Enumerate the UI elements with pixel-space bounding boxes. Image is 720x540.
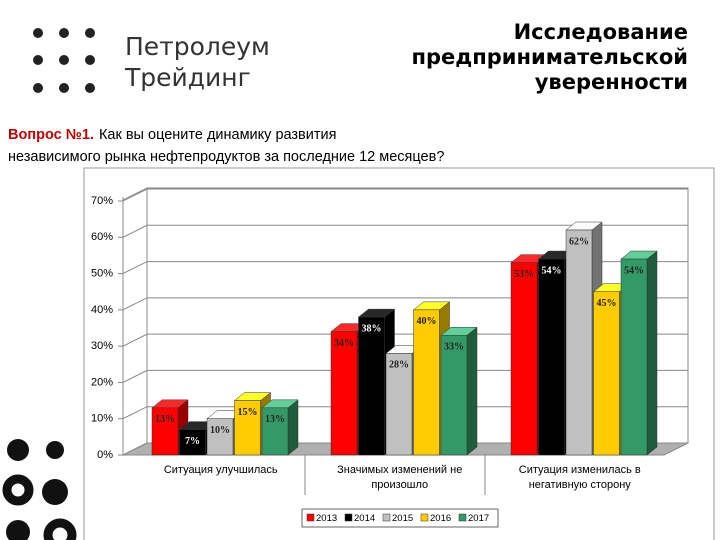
grid-line — [122, 406, 688, 420]
y-tick-label: 30% — [91, 340, 113, 352]
value-label: 62% — [569, 236, 589, 247]
bar — [593, 291, 620, 456]
value-label: 53% — [514, 269, 534, 280]
value-label: 28% — [389, 360, 409, 371]
grid-line — [122, 188, 688, 202]
value-label: 13% — [155, 414, 175, 425]
side-wall — [122, 187, 148, 456]
bar — [358, 316, 385, 456]
y-tick-label: 10% — [91, 413, 113, 425]
legend-box — [301, 508, 499, 528]
bar-side — [646, 250, 658, 456]
slide-title: уверенности — [535, 70, 688, 94]
bar — [510, 262, 538, 456]
logo-dots — [33, 28, 95, 93]
y-tick-label: 20% — [91, 376, 113, 388]
value-label: 13% — [265, 414, 285, 425]
slide-title: Исследование — [514, 20, 688, 44]
bar — [261, 407, 289, 456]
y-tick-label: 50% — [91, 267, 113, 279]
value-label: 54% — [542, 265, 562, 276]
value-label: 34% — [334, 338, 354, 349]
bar — [151, 407, 179, 456]
bar-side — [466, 326, 478, 456]
logo-text: Трейдинг — [124, 63, 251, 92]
value-label: 33% — [444, 342, 464, 353]
question: Вопрос №1. Как вы оцените динамику развит… — [8, 127, 336, 143]
y-tick-label: 70% — [91, 195, 113, 207]
y-tick-label: 0% — [97, 449, 113, 461]
x-tick-label: Ситуация улучшилась — [163, 464, 278, 476]
decor-pattern — [2, 439, 77, 540]
logo-text: Петролеум — [125, 32, 270, 61]
bar — [385, 353, 413, 456]
bar — [565, 229, 593, 456]
bar — [179, 429, 206, 456]
bar — [206, 418, 234, 456]
question-text: независимого рынка нефтепродуктов за пос… — [8, 149, 444, 165]
legend-label: 2017 — [468, 513, 489, 524]
grid-line — [122, 333, 688, 347]
y-tick-label: 60% — [91, 231, 113, 243]
legend-swatch — [306, 513, 315, 522]
legend-label: 2014 — [354, 513, 375, 524]
legend-swatch — [420, 513, 429, 522]
value-label: 10% — [210, 425, 230, 436]
bar — [234, 400, 261, 456]
bar — [538, 258, 565, 456]
bar — [620, 258, 648, 456]
y-tick-label: 40% — [91, 304, 113, 316]
value-label: 54% — [624, 265, 644, 276]
question-label: Вопрос №1. — [8, 127, 94, 143]
grid-line — [122, 261, 688, 275]
grid-line — [122, 297, 688, 311]
x-tick-label: Значимых изменений не произошло — [337, 464, 463, 491]
question-text: Как вы оцените динамику развития — [99, 127, 336, 143]
bar — [440, 335, 468, 456]
value-label: 15% — [238, 407, 258, 418]
legend-swatch — [382, 513, 391, 522]
bar — [330, 331, 358, 456]
legend-label: 2013 — [316, 513, 337, 524]
legend-label: 2016 — [430, 513, 451, 524]
grid-line — [122, 442, 688, 456]
bar-side — [287, 399, 299, 456]
grid-line — [122, 369, 688, 383]
legend-swatch — [458, 513, 467, 522]
value-label: 38% — [362, 323, 382, 334]
slide-title: предпринимательской — [412, 45, 688, 69]
value-label: 40% — [417, 316, 437, 327]
x-tick-label: Ситуация изменилась в негативную сторону — [518, 464, 641, 491]
value-label: 7% — [185, 436, 200, 447]
legend-label: 2015 — [392, 513, 413, 524]
legend-swatch — [344, 513, 353, 522]
bar — [413, 309, 440, 456]
grid-line — [122, 224, 688, 238]
value-label: 45% — [597, 298, 617, 309]
